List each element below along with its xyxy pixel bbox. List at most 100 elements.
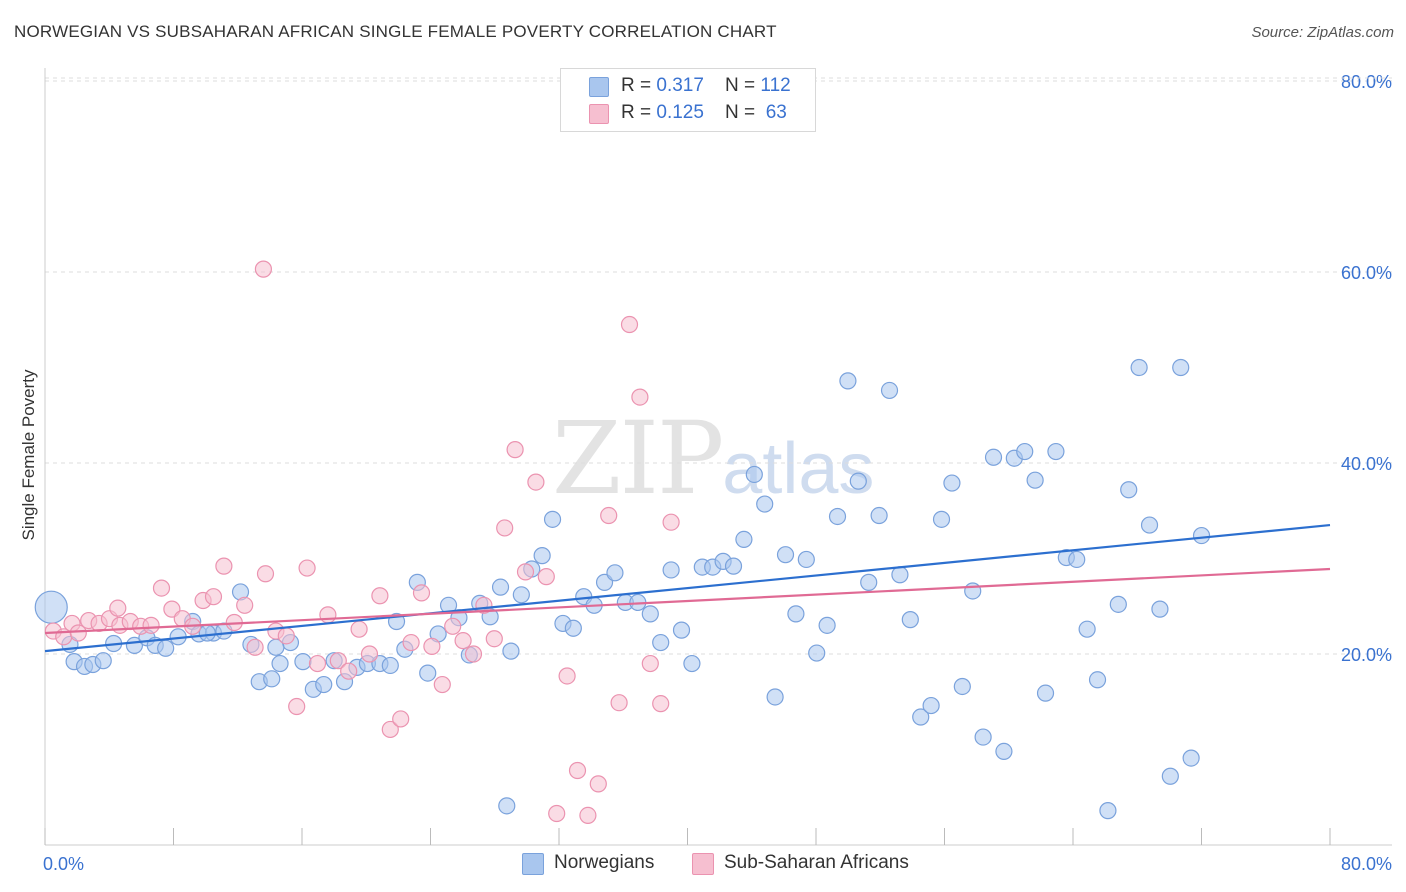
norwegian-point [1130, 358, 1148, 377]
norwegian-point [1151, 600, 1169, 618]
subsaharan-point [288, 697, 306, 716]
norwegian-point [1036, 684, 1055, 702]
subsaharan-point [444, 617, 462, 635]
norwegian-point [157, 639, 175, 657]
legend-r-label: R = [621, 102, 657, 123]
norwegian-point [543, 510, 562, 528]
norwegian-point [808, 644, 826, 662]
subsaharan-point [152, 579, 171, 597]
legend-n-label: N = [725, 75, 761, 96]
norwegian-point [491, 578, 510, 596]
subsaharan-point [392, 710, 410, 728]
norwegian-point [662, 561, 680, 579]
subsaharan-point [423, 637, 441, 655]
subsaharan-point [360, 645, 379, 663]
norwegian-point [766, 688, 784, 706]
norwegian-point [797, 550, 815, 569]
watermark-atlas: atlas [722, 429, 875, 509]
norwegian-point [953, 677, 971, 696]
norwegian-point [1047, 442, 1065, 461]
norwegian-point [756, 495, 774, 513]
norwegian-point [787, 605, 805, 623]
norwegian-point [381, 656, 399, 675]
norwegian-point [880, 381, 899, 400]
subsaharan-point [527, 473, 545, 491]
norwegian-point [94, 652, 112, 670]
bottom-legend-label: Sub-Saharan Africans [724, 852, 909, 873]
norwegian-point [1120, 481, 1138, 499]
norwegian-point [271, 654, 289, 673]
subsaharan-point [631, 388, 649, 406]
norwegian-point [1192, 526, 1211, 545]
subsaharan-point [412, 584, 431, 602]
y-axis-label: Single Female Poverty [19, 369, 38, 541]
legend-swatch-blue [589, 77, 609, 97]
subsaharan-point [620, 315, 639, 334]
norwegian-point [652, 633, 670, 652]
norwegian-point [828, 507, 847, 526]
subsaharan-point [236, 596, 254, 614]
subsaharan-point [254, 260, 273, 278]
norwegian-point [498, 797, 516, 815]
subsaharan-point [329, 652, 347, 670]
subsaharan-point [579, 806, 597, 824]
chart-title: NORWEGIAN VS SUBSAHARAN AFRICAN SINGLE F… [14, 22, 777, 41]
norwegian-point [683, 654, 701, 673]
subsaharan-point [496, 519, 514, 537]
norwegian-point [641, 605, 659, 623]
norwegian-point [672, 621, 691, 639]
y-tick-label: 20.0% [1341, 645, 1392, 665]
norwegian-point [315, 675, 333, 694]
subsaharan-point [433, 675, 451, 694]
norwegian-point [891, 566, 909, 584]
norwegian-point [606, 564, 624, 582]
norwegian-point [512, 586, 530, 604]
subsaharan-point [662, 513, 680, 531]
norwegian-point [724, 557, 743, 575]
legend: R = 0.317 N = 112 R = 0.125 N = 63 [560, 68, 816, 132]
bottom-swatch-blue [522, 853, 544, 875]
norwegian-point [1182, 749, 1200, 767]
norwegian-point [964, 582, 982, 600]
norwegian-point [1068, 550, 1086, 569]
subsaharan-point [246, 638, 264, 656]
subsaharan-point [298, 559, 316, 577]
norwegian-point [922, 696, 940, 715]
subsaharan-point [485, 630, 503, 648]
norwegian-point [1099, 802, 1117, 820]
norwegian-point [419, 664, 437, 682]
subsaharan-point [568, 761, 587, 780]
norwegian-point [912, 708, 930, 726]
norwegian-point [776, 546, 795, 564]
norwegian-point [860, 573, 878, 591]
norwegian-point [995, 742, 1013, 761]
subsaharan-point [350, 620, 368, 638]
subsaharan-point [277, 627, 295, 645]
y-tick-label: 40.0% [1341, 454, 1392, 474]
norwegian-point [263, 670, 281, 688]
norwegian-point [1088, 671, 1107, 689]
norwegian-point [1140, 516, 1159, 534]
norwegian-point [943, 474, 961, 492]
norwegian-point [870, 506, 888, 525]
legend-swatch-pink [589, 104, 609, 124]
y-tick-label: 80.0% [1341, 72, 1392, 92]
norwegian-point [974, 728, 992, 746]
norwegian-point [564, 619, 582, 637]
subsaharan-point [537, 568, 555, 586]
norwegian-point [1078, 620, 1096, 638]
subsaharan-point [464, 645, 483, 663]
norwegian-point [984, 448, 1003, 466]
subsaharan-point [308, 654, 327, 673]
legend-n-value: 63 [760, 102, 787, 123]
x-tick-label: 0.0% [43, 854, 84, 874]
norwegian-point [735, 530, 753, 549]
legend-n-label: N = [725, 102, 761, 123]
norwegian-point [294, 653, 312, 671]
subsaharan-point [506, 441, 524, 459]
norwegian-point [34, 590, 68, 624]
norwegian-point [745, 465, 763, 484]
legend-r-value: 0.317 [656, 75, 704, 96]
legend-n-value: 112 [760, 75, 791, 96]
